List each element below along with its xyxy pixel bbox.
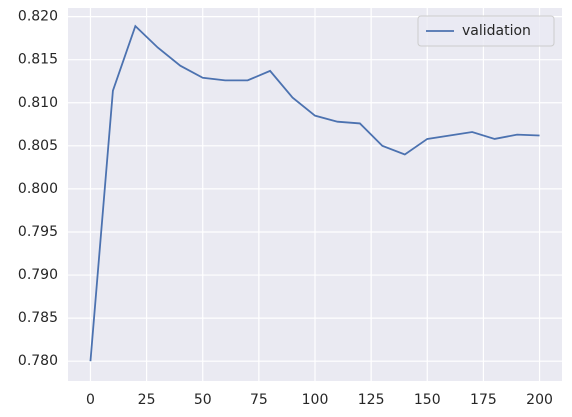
- y-tick-label: 0.800: [18, 181, 58, 197]
- x-tick-label: 200: [526, 392, 553, 408]
- x-tick-label: 175: [470, 392, 497, 408]
- x-tick-label: 0: [86, 392, 95, 408]
- y-tick-label: 0.805: [18, 138, 58, 154]
- x-tick-label: 100: [302, 392, 329, 408]
- y-tick-label: 0.785: [18, 310, 58, 326]
- x-tick-label: 150: [414, 392, 441, 408]
- y-tick-label: 0.790: [18, 267, 58, 283]
- x-tick-label: 125: [358, 392, 385, 408]
- y-tick-label: 0.810: [18, 95, 58, 111]
- y-tick-label: 0.780: [18, 353, 58, 369]
- x-tick-label: 25: [138, 392, 156, 408]
- legend-box: [417, 15, 555, 47]
- y-tick-label: 0.815: [18, 52, 58, 68]
- y-tick-label: 0.795: [18, 224, 58, 240]
- legend-label: validation: [462, 23, 531, 39]
- y-tick-label: 0.820: [18, 9, 58, 25]
- x-tick-label: 50: [194, 392, 212, 408]
- line-series: [89, 24, 540, 362]
- x-tick-label: 75: [250, 392, 268, 408]
